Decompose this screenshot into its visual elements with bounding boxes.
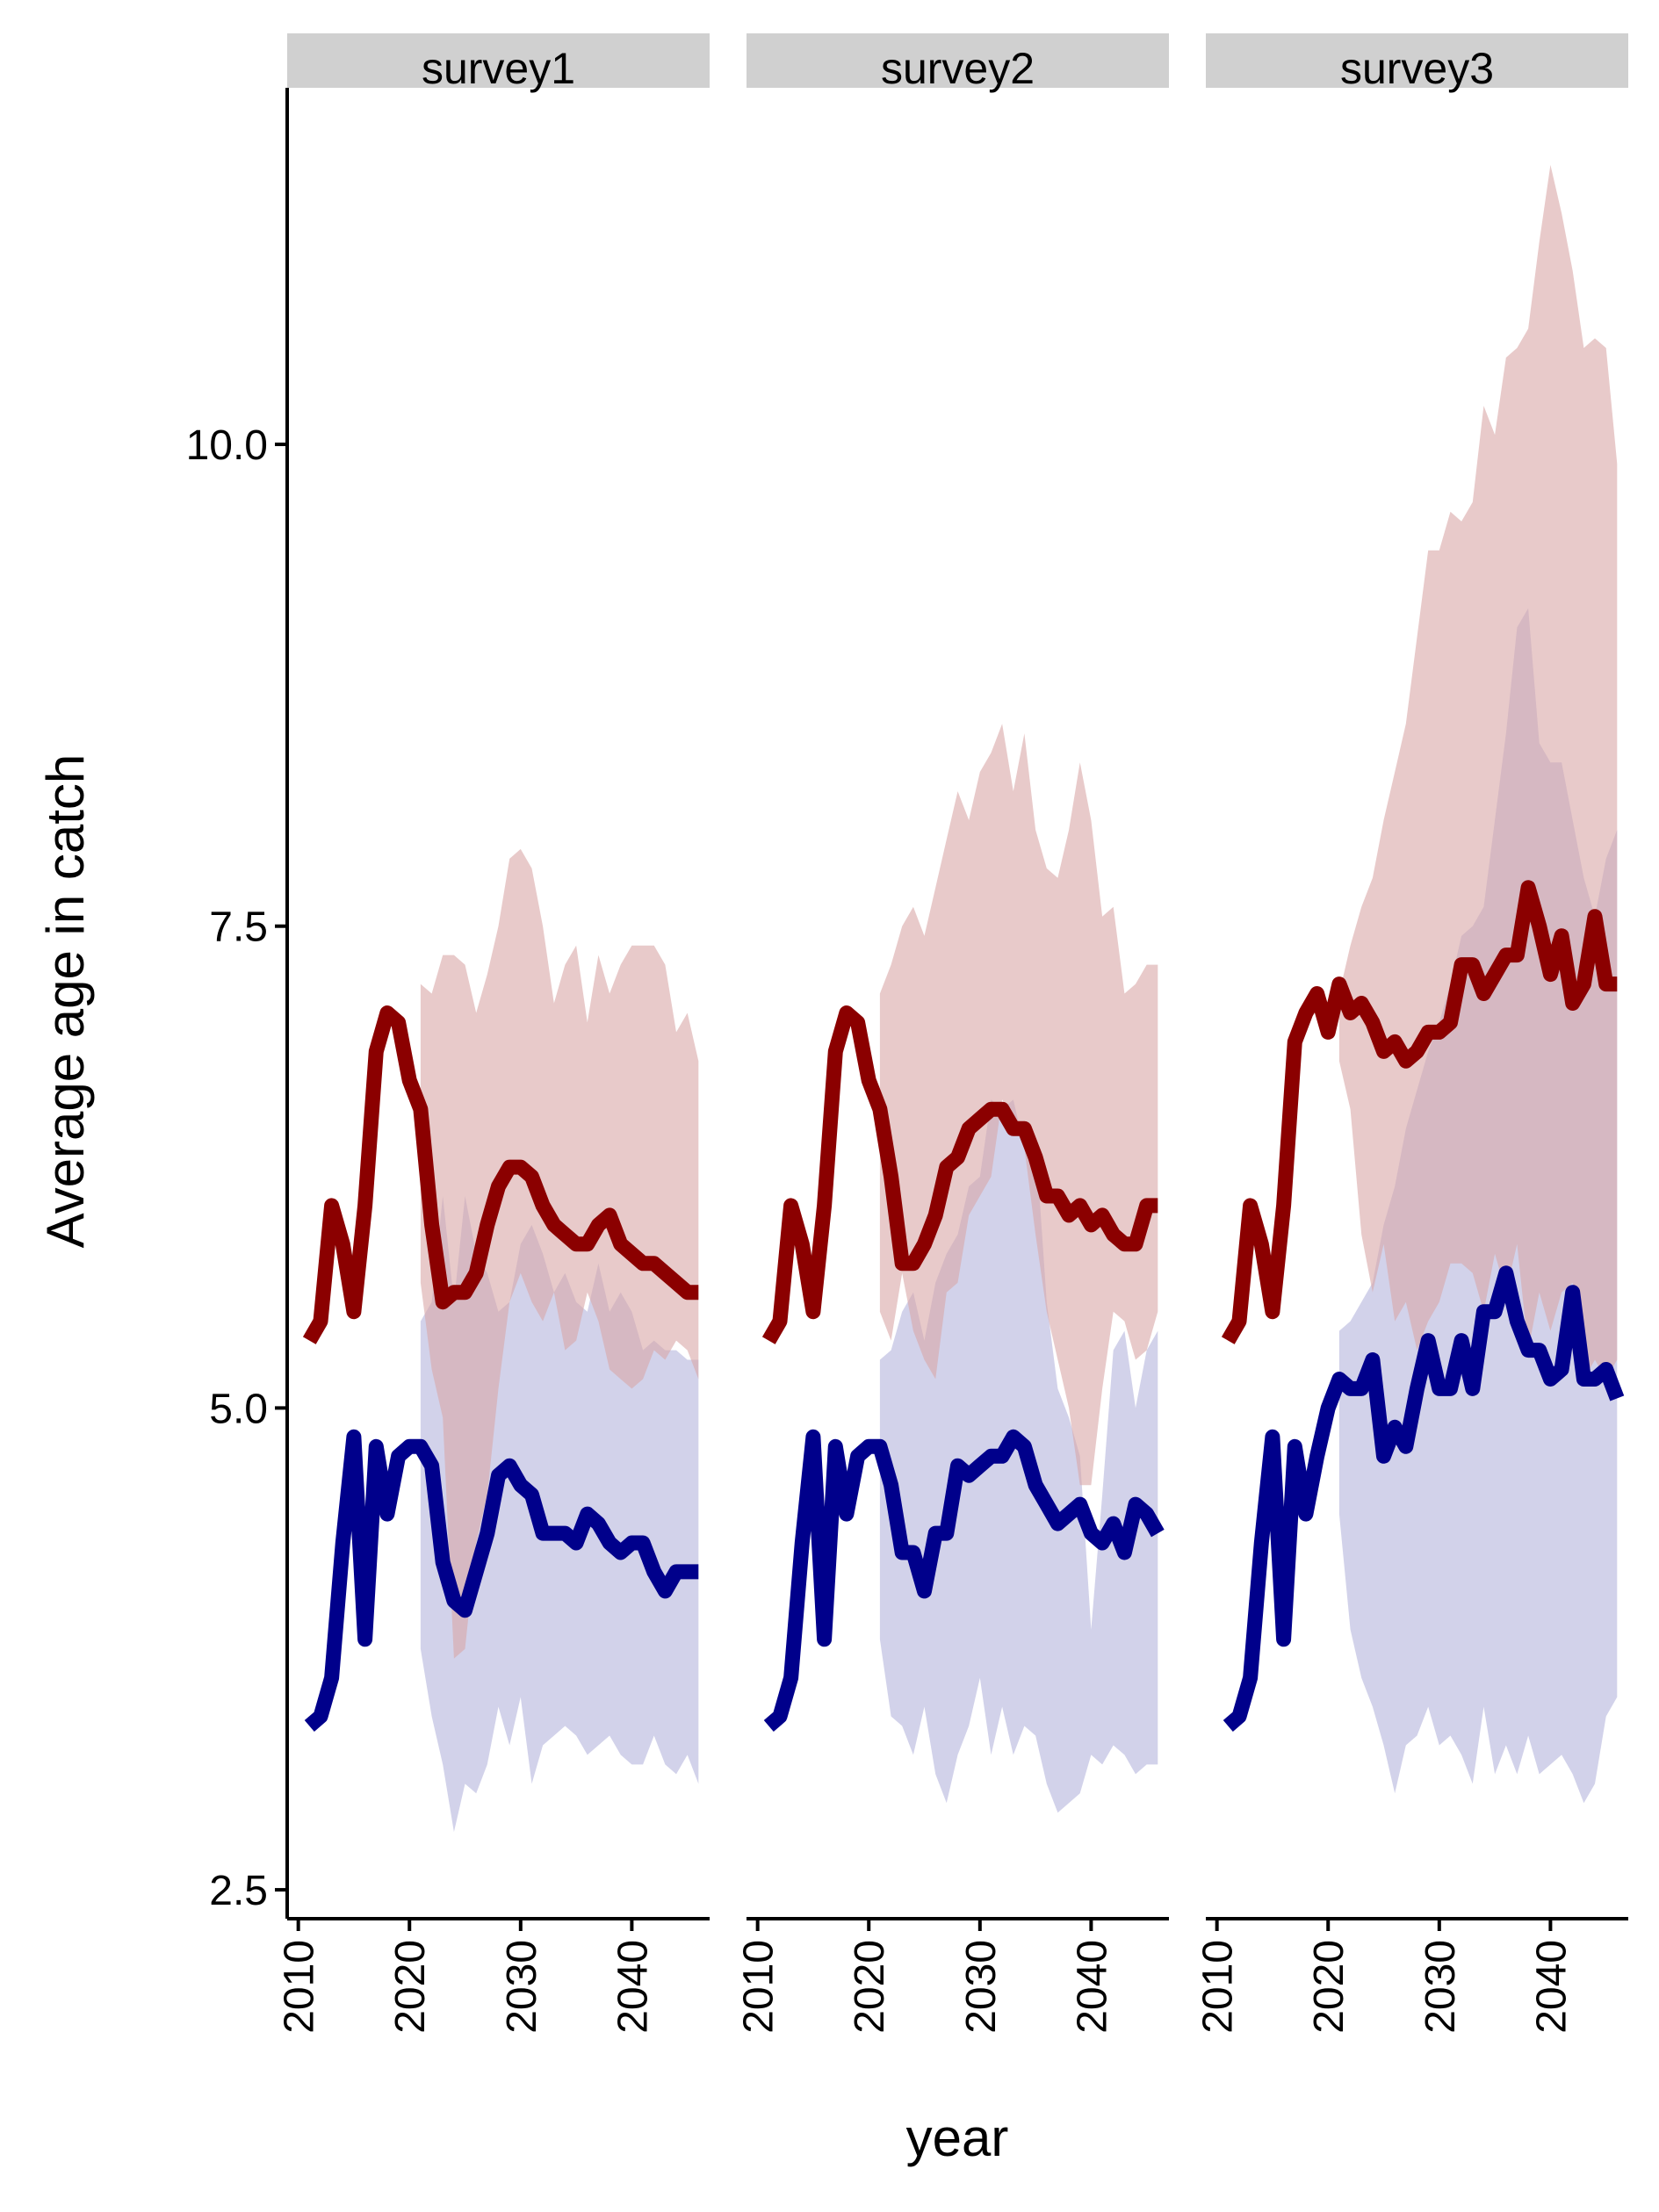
red-median-line xyxy=(302,1005,699,1344)
x-axis-survey3: 2010 2020 2030 2040 xyxy=(1195,1917,1628,2034)
x-axes: 2010 2020 2030 2040 2010 2020 2030 2040 2010 2020… xyxy=(277,1917,1628,2034)
y-tick-label: 5.0 xyxy=(209,1386,268,1432)
strip-survey2: survey2 xyxy=(747,33,1169,93)
blue-median-line xyxy=(304,1429,699,1732)
strip-label: survey2 xyxy=(881,44,1035,93)
red-median-line xyxy=(761,1005,1158,1344)
x-axis-survey2: 2010 2020 2030 2040 xyxy=(736,1917,1169,2034)
x-tick-label: 2040 xyxy=(1069,1940,1115,2034)
strip-label: survey1 xyxy=(422,44,575,93)
x-axis-title: year xyxy=(906,2108,1009,2167)
red-uncertainty-band xyxy=(879,724,1158,1486)
x-tick-label: 2010 xyxy=(1195,1940,1242,2034)
x-axis-survey1: 2010 2020 2030 2040 xyxy=(277,1917,710,2034)
y-axis: 2.5 5.0 7.5 10.0 xyxy=(186,88,289,1919)
panel-survey1 xyxy=(302,848,699,1833)
blue-median-line xyxy=(1223,1265,1625,1732)
strip-survey3: survey3 xyxy=(1206,33,1628,93)
strip-background xyxy=(747,33,1169,88)
red-median-line xyxy=(1221,880,1618,1344)
y-axis-title: Average age in catch xyxy=(36,754,95,1249)
y-tick-label: 7.5 xyxy=(209,904,268,951)
strip-background xyxy=(1206,33,1628,88)
red-uncertainty-band xyxy=(420,848,699,1659)
x-tick-label: 2040 xyxy=(1528,1940,1575,2034)
strip-background xyxy=(287,33,710,88)
red-uncertainty-band xyxy=(1338,164,1618,1380)
x-tick-label: 2020 xyxy=(387,1940,434,2034)
x-tick-label: 2020 xyxy=(1306,1940,1352,2034)
panel-survey2 xyxy=(761,724,1165,1813)
x-tick-label: 2010 xyxy=(277,1940,323,2034)
x-tick-label: 2040 xyxy=(610,1940,656,2034)
x-tick-label: 2010 xyxy=(736,1940,783,2034)
x-tick-label: 2030 xyxy=(958,1940,1005,2034)
x-tick-label: 2030 xyxy=(1417,1940,1464,2034)
panel-survey3 xyxy=(1221,164,1625,1804)
y-tick-label: 2.5 xyxy=(209,1868,268,1914)
blue-median-line xyxy=(763,1429,1165,1732)
x-tick-label: 2030 xyxy=(499,1940,545,2034)
y-tick-label: 10.0 xyxy=(186,422,268,469)
x-tick-label: 2020 xyxy=(847,1940,893,2034)
strip-label: survey3 xyxy=(1340,44,1494,93)
strip-survey1: survey1 xyxy=(287,33,710,93)
